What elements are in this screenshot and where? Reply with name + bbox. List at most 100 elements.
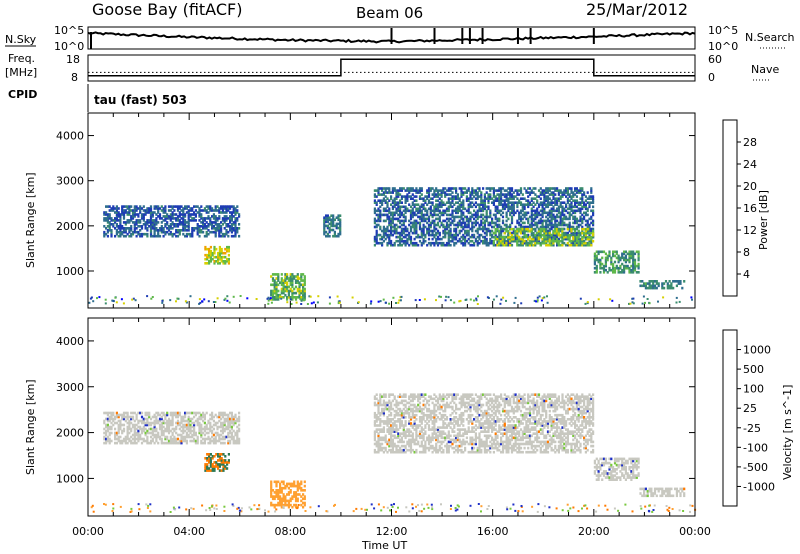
echo-cell	[194, 413, 197, 417]
echo-cell	[112, 411, 115, 415]
echo-cell	[206, 255, 209, 259]
echo-cell	[541, 241, 544, 245]
echo-cell	[166, 429, 169, 433]
echo-cell	[565, 203, 568, 206]
nsky-label: N.Sky	[5, 33, 37, 46]
echo-cell	[379, 444, 382, 448]
echo-cell	[543, 197, 546, 200]
echo-cell	[121, 227, 124, 230]
echo-cell	[489, 211, 492, 215]
echo-cell	[503, 237, 506, 241]
echo-cell	[476, 193, 479, 196]
echo-cell	[390, 233, 393, 237]
echo-cell	[175, 219, 178, 222]
echo-cell	[482, 209, 485, 213]
echo-cell	[296, 489, 299, 492]
echo-cell	[214, 207, 217, 210]
echo-cell	[577, 191, 580, 194]
echo-cell	[180, 217, 183, 220]
echo-cell	[189, 435, 192, 439]
echo-cell	[158, 229, 162, 232]
echo-cell	[480, 221, 483, 225]
ground-scatter-cell	[300, 299, 303, 302]
echo-cell	[435, 217, 438, 221]
echo-cell	[133, 433, 136, 437]
echo-cell	[399, 243, 402, 247]
echo-cell	[149, 435, 153, 439]
echo-cell	[510, 189, 514, 192]
ground-scatter-cell	[309, 295, 312, 298]
echo-cell	[592, 221, 595, 225]
echo-cell	[291, 291, 294, 295]
echo-cell	[630, 252, 633, 256]
echo-cell	[590, 243, 593, 247]
echo-cell	[381, 237, 384, 241]
echo-cell	[453, 223, 456, 227]
echo-cell	[577, 223, 580, 227]
echo-cell	[473, 233, 476, 237]
echo-cell	[106, 435, 109, 439]
ground-scatter-cell	[89, 297, 92, 300]
echo-cell	[391, 399, 394, 403]
echo-cell	[579, 217, 582, 221]
echo-cell	[508, 227, 512, 231]
echo-cell	[117, 234, 120, 238]
ground-scatter-cell	[122, 302, 125, 305]
echo-cell	[193, 421, 196, 425]
echo-cell	[271, 279, 275, 282]
echo-cell	[568, 237, 571, 241]
echo-cell	[523, 229, 526, 233]
echo-cell	[169, 215, 172, 218]
echo-cell	[566, 223, 569, 227]
echo-cell	[289, 491, 292, 494]
echo-cell	[234, 431, 237, 435]
echo-cell	[216, 225, 219, 228]
echo-cell	[458, 203, 461, 206]
echo-cell	[303, 503, 306, 507]
echo-cell	[427, 189, 431, 192]
echo-cell	[539, 219, 542, 223]
echo-cell	[612, 266, 615, 270]
echo-cell	[169, 230, 172, 234]
echo-cell	[119, 229, 122, 232]
echo-cell	[135, 230, 138, 234]
echo-cell	[433, 225, 436, 229]
echo-cell	[238, 423, 241, 427]
echo-cell	[583, 217, 586, 221]
echo-cell	[523, 233, 526, 237]
echo-cell	[451, 187, 454, 190]
echo-cell	[438, 231, 441, 235]
ground-scatter-cell	[316, 301, 319, 304]
echo-cell	[516, 205, 519, 209]
echo-cell	[541, 219, 544, 223]
echo-cell	[447, 239, 450, 243]
echo-cell	[570, 187, 573, 190]
echo-cell	[139, 437, 142, 441]
echo-cell	[133, 441, 136, 445]
echo-cell	[377, 403, 380, 407]
echo-cell	[180, 433, 183, 437]
echo-cell	[478, 203, 481, 206]
echo-cell	[182, 225, 185, 228]
echo-cell	[521, 203, 524, 206]
echo-cell	[496, 197, 499, 200]
echo-cell	[386, 215, 389, 219]
echo-cell	[121, 205, 124, 208]
echo-cell	[519, 191, 523, 194]
echo-cell	[418, 227, 422, 231]
echo-cell	[200, 215, 203, 218]
ground-scatter-cell	[520, 302, 523, 305]
echo-cell	[561, 231, 564, 235]
echo-cell	[206, 457, 209, 460]
echo-cell	[166, 411, 169, 415]
echo-cell	[103, 217, 106, 220]
echo-cell	[212, 213, 215, 216]
echo-cell	[209, 255, 212, 259]
echo-cell	[633, 264, 637, 268]
echo-cell	[373, 219, 376, 223]
ground-scatter-cell	[104, 298, 107, 301]
echo-cell	[227, 245, 230, 249]
echo-cell	[408, 189, 411, 192]
echo-cell	[449, 187, 452, 190]
echo-cell	[532, 243, 535, 247]
